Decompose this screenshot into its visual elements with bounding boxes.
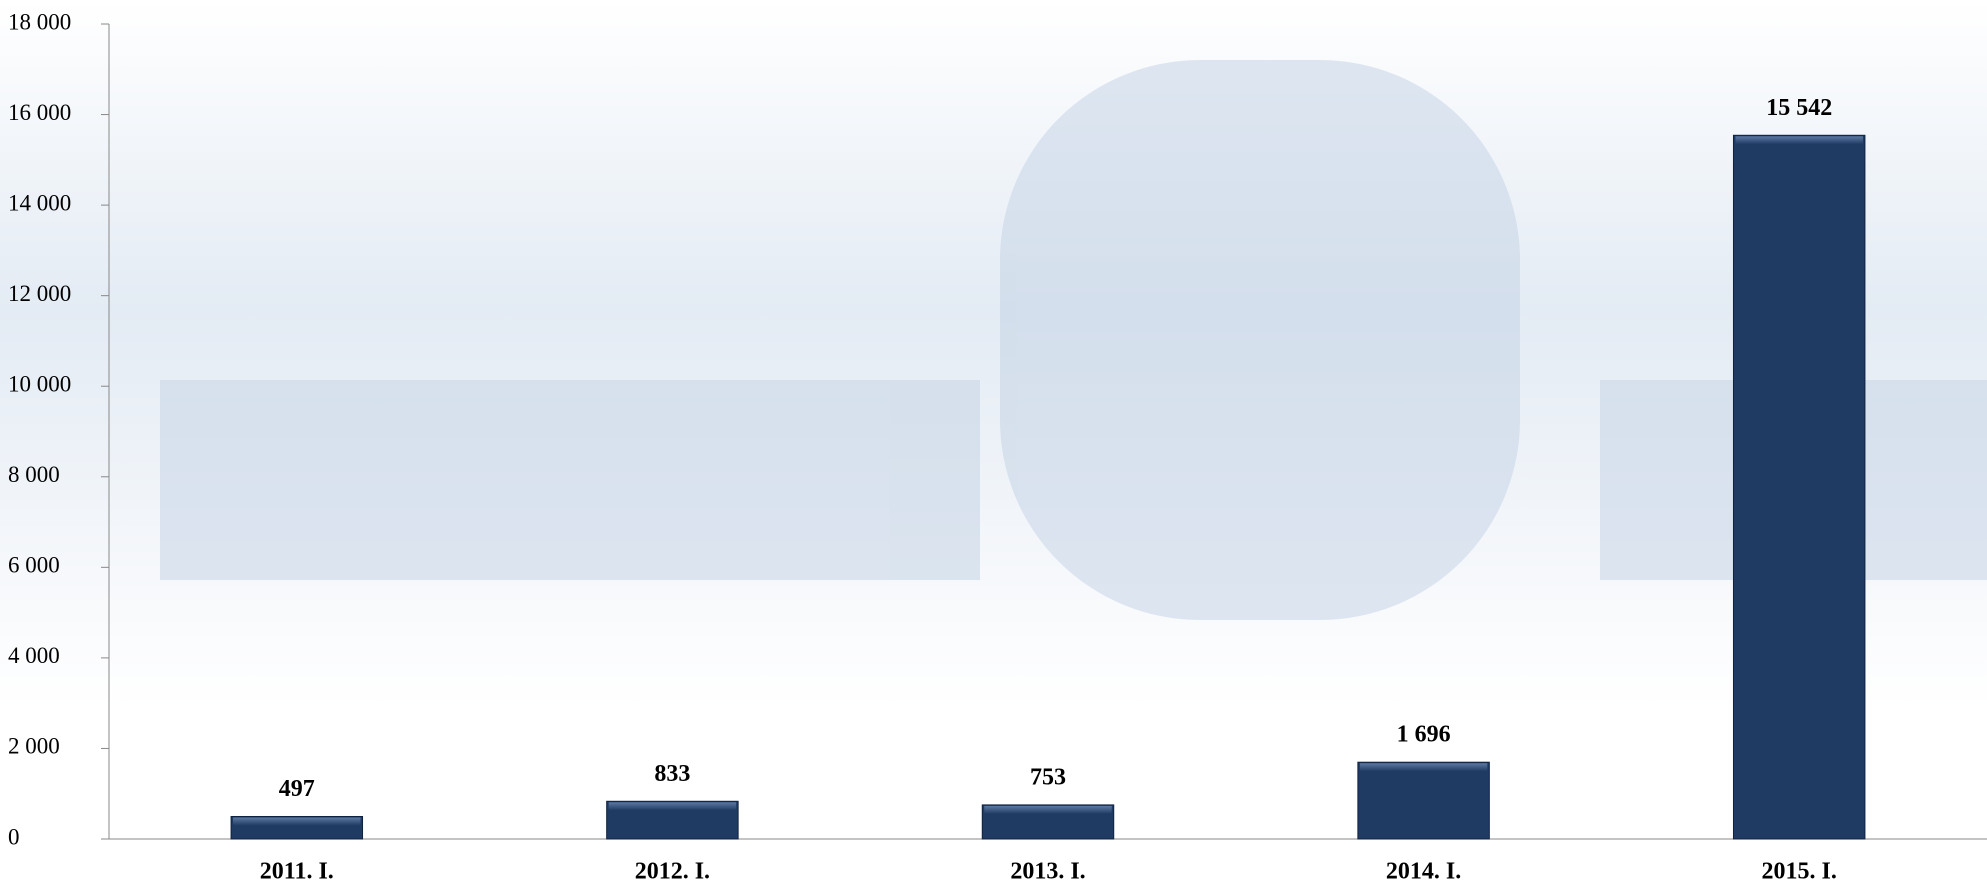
value-label: 753 <box>1030 764 1066 790</box>
y-tick-label: 18 000 <box>8 9 71 34</box>
value-label: 833 <box>654 761 690 787</box>
y-tick-label: 4 000 <box>8 643 60 668</box>
x-tick-label: 2014. I. <box>1386 859 1461 885</box>
bar <box>1357 761 1490 840</box>
background-building <box>160 60 1987 620</box>
value-label: 497 <box>279 776 315 802</box>
value-label: 1 696 <box>1397 722 1451 748</box>
y-tick-label: 16 000 <box>8 100 71 125</box>
bar-bevel <box>1735 136 1863 145</box>
x-tick-label: 2015. I. <box>1762 859 1837 885</box>
y-tick-label: 8 000 <box>8 462 60 487</box>
y-tick-label: 14 000 <box>8 190 71 215</box>
bar-bevel <box>608 802 737 811</box>
x-tick-label: 2013. I. <box>1010 859 1085 885</box>
value-label: 15 542 <box>1766 95 1832 121</box>
x-tick-label: 2011. I. <box>260 859 334 885</box>
bar-bevel <box>233 817 361 826</box>
bar-bevel <box>984 805 1112 814</box>
y-tick-label: 2 000 <box>8 734 60 759</box>
bar-bevel <box>1359 763 1488 772</box>
x-tick-label: 2012. I. <box>635 859 710 885</box>
y-tick-label: 0 <box>8 824 20 849</box>
y-tick-label: 10 000 <box>8 372 71 397</box>
y-tick-label: 12 000 <box>8 281 71 306</box>
y-tick-label: 6 000 <box>8 553 60 578</box>
bar <box>1732 134 1866 840</box>
